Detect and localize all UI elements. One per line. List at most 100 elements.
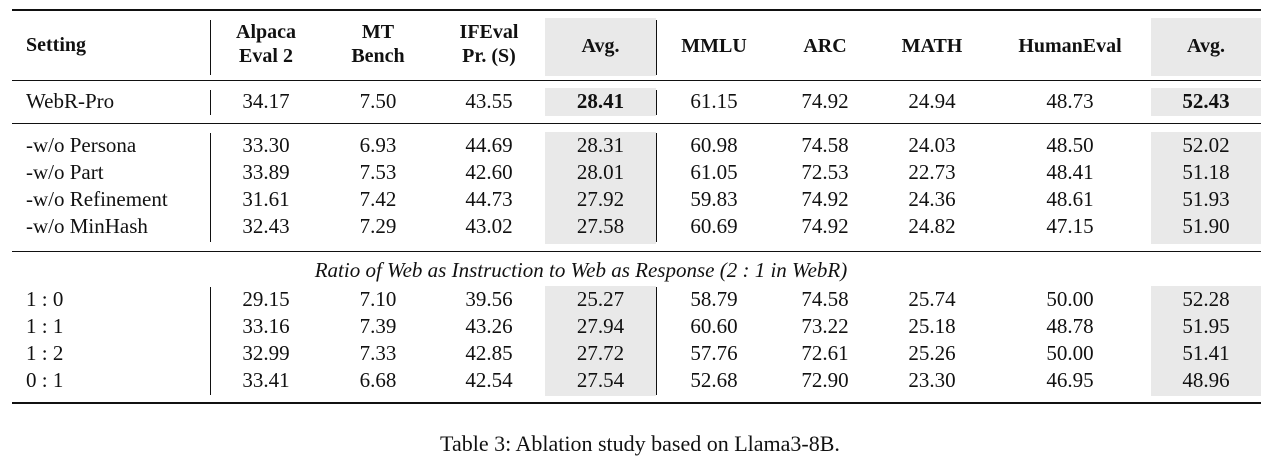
cell-humaneval: 48.78 — [1046, 314, 1094, 338]
separator-line — [210, 287, 211, 395]
separator-line — [656, 287, 657, 395]
header-ifeval-line2: Pr. (S) — [462, 45, 516, 67]
cell-avg1: 28.31 — [576, 133, 625, 157]
cell-alpaca: 32.43 — [242, 214, 290, 238]
cell-arc: 72.61 — [801, 341, 849, 365]
ratio-section-title: Ratio of Web as Instruction to Web as Re… — [314, 258, 848, 282]
header-mt-bench: MT Bench — [335, 20, 421, 68]
table-bottom-rule — [12, 402, 1261, 404]
cell-alpaca: 29.15 — [242, 287, 290, 311]
cell-avg1: 27.92 — [576, 187, 625, 211]
table-row: -w/o MinHash 32.43 7.29 43.02 27.58 60.6… — [0, 214, 1280, 241]
cell-avg2: 48.96 — [1182, 368, 1230, 392]
header-mt-line2: Bench — [351, 45, 405, 67]
cell-ifeval: 39.56 — [465, 287, 513, 311]
cell-alpaca: 34.17 — [242, 89, 290, 113]
cell-mmlu: 61.15 — [690, 89, 738, 113]
header-mmlu: MMLU — [681, 35, 747, 57]
header-alpaca-line2: Eval 2 — [239, 45, 293, 67]
avg2-ratio-shade — [1151, 286, 1261, 396]
cell-humaneval: 48.61 — [1046, 187, 1094, 211]
row-setting: -w/o Refinement — [26, 187, 168, 211]
main-row-rule — [12, 123, 1261, 124]
table-row: -w/o Refinement 31.61 7.42 44.73 27.92 5… — [0, 187, 1280, 214]
cell-ifeval: 44.73 — [465, 187, 513, 211]
cell-humaneval: 48.41 — [1046, 160, 1094, 184]
cell-alpaca: 33.41 — [242, 368, 290, 392]
header-ifeval-line1: IFEval — [459, 21, 519, 43]
cell-math: 23.30 — [908, 368, 956, 392]
table-row: -w/o Persona 33.30 6.93 44.69 28.31 60.9… — [0, 133, 1280, 160]
cell-arc: 72.90 — [801, 368, 849, 392]
row-setting: 1 : 0 — [26, 287, 64, 311]
header-mt-line1: MT — [361, 21, 395, 43]
cell-mt-bench: 7.39 — [359, 314, 397, 338]
cell-mmlu: 60.98 — [690, 133, 738, 157]
cell-mmlu: 61.05 — [690, 160, 738, 184]
header-alpaca-line1: Alpaca — [236, 21, 296, 43]
separator-line — [210, 133, 211, 242]
cell-alpaca: 33.30 — [242, 133, 290, 157]
cell-math: 24.36 — [908, 187, 956, 211]
cell-mt-bench: 7.42 — [359, 187, 397, 211]
cell-math: 24.82 — [908, 214, 956, 238]
cell-ifeval: 42.54 — [465, 368, 513, 392]
cell-arc: 72.53 — [801, 160, 849, 184]
avg2-ablation-shade — [1151, 132, 1261, 244]
avg1-main-shade — [545, 88, 656, 116]
cell-avg1: 27.72 — [576, 341, 625, 365]
cell-mt-bench: 7.50 — [359, 89, 397, 113]
header-math: MATH — [901, 35, 963, 57]
cell-arc: 74.92 — [801, 214, 849, 238]
cell-math: 24.94 — [908, 89, 956, 113]
cell-math: 24.03 — [908, 133, 956, 157]
cell-ifeval: 42.60 — [465, 160, 513, 184]
cell-avg1: 27.58 — [576, 214, 625, 238]
cell-avg2: 52.02 — [1182, 133, 1230, 157]
table-row: 1 : 1 33.16 7.39 43.26 27.94 60.60 73.22… — [0, 314, 1280, 341]
header-avg2: Avg. — [1187, 35, 1225, 57]
ablation-rule — [12, 251, 1261, 252]
row-setting: 1 : 1 — [26, 314, 64, 338]
row-setting: WebR-Pro — [26, 89, 115, 113]
separator-line — [210, 90, 211, 115]
separator-line — [210, 20, 211, 75]
cell-ifeval: 43.02 — [465, 214, 513, 238]
avg2-header-shade — [1151, 18, 1261, 76]
table-row: -w/o Part 33.89 7.53 42.60 28.01 61.05 7… — [0, 160, 1280, 187]
header-arc: ARC — [803, 35, 847, 57]
cell-avg2: 51.95 — [1182, 314, 1230, 338]
table-row: 0 : 1 33.41 6.68 42.54 27.54 52.68 72.90… — [0, 368, 1280, 395]
avg1-ablation-shade — [545, 132, 656, 244]
cell-mmlu: 60.69 — [690, 214, 738, 238]
header-row: Setting Alpaca Eval 2 MT Bench IFEval Pr… — [0, 20, 1280, 76]
cell-mt-bench: 6.93 — [359, 133, 397, 157]
cell-humaneval: 47.15 — [1046, 214, 1094, 238]
cell-alpaca: 32.99 — [242, 341, 290, 365]
separator-line — [656, 90, 657, 115]
row-setting: -w/o MinHash — [26, 214, 148, 238]
cell-alpaca: 33.89 — [242, 160, 290, 184]
cell-humaneval: 50.00 — [1046, 341, 1094, 365]
cell-mt-bench: 7.10 — [359, 287, 397, 311]
cell-humaneval: 50.00 — [1046, 287, 1094, 311]
table-top-rule — [12, 9, 1261, 11]
cell-avg1: 28.41 — [576, 89, 625, 113]
cell-math: 22.73 — [908, 160, 956, 184]
cell-avg2: 51.90 — [1182, 214, 1230, 238]
cell-avg2: 52.28 — [1182, 287, 1230, 311]
cell-humaneval: 48.73 — [1046, 89, 1094, 113]
avg1-ratio-shade — [545, 286, 656, 396]
cell-mmlu: 57.76 — [690, 341, 738, 365]
header-rule — [12, 80, 1261, 81]
cell-avg2: 51.41 — [1182, 341, 1230, 365]
table-row: WebR-Pro 34.17 7.50 43.55 28.41 61.15 74… — [0, 89, 1280, 117]
cell-alpaca: 31.61 — [242, 187, 290, 211]
header-humaneval: HumanEval — [1018, 35, 1122, 57]
header-setting: Setting — [26, 34, 86, 56]
cell-mmlu: 59.83 — [690, 187, 738, 211]
header-alpaca: Alpaca Eval 2 — [222, 20, 310, 68]
cell-mt-bench: 6.68 — [359, 368, 397, 392]
table-row: 1 : 2 32.99 7.33 42.85 27.72 57.76 72.61… — [0, 341, 1280, 368]
header-avg1: Avg. — [581, 35, 620, 57]
